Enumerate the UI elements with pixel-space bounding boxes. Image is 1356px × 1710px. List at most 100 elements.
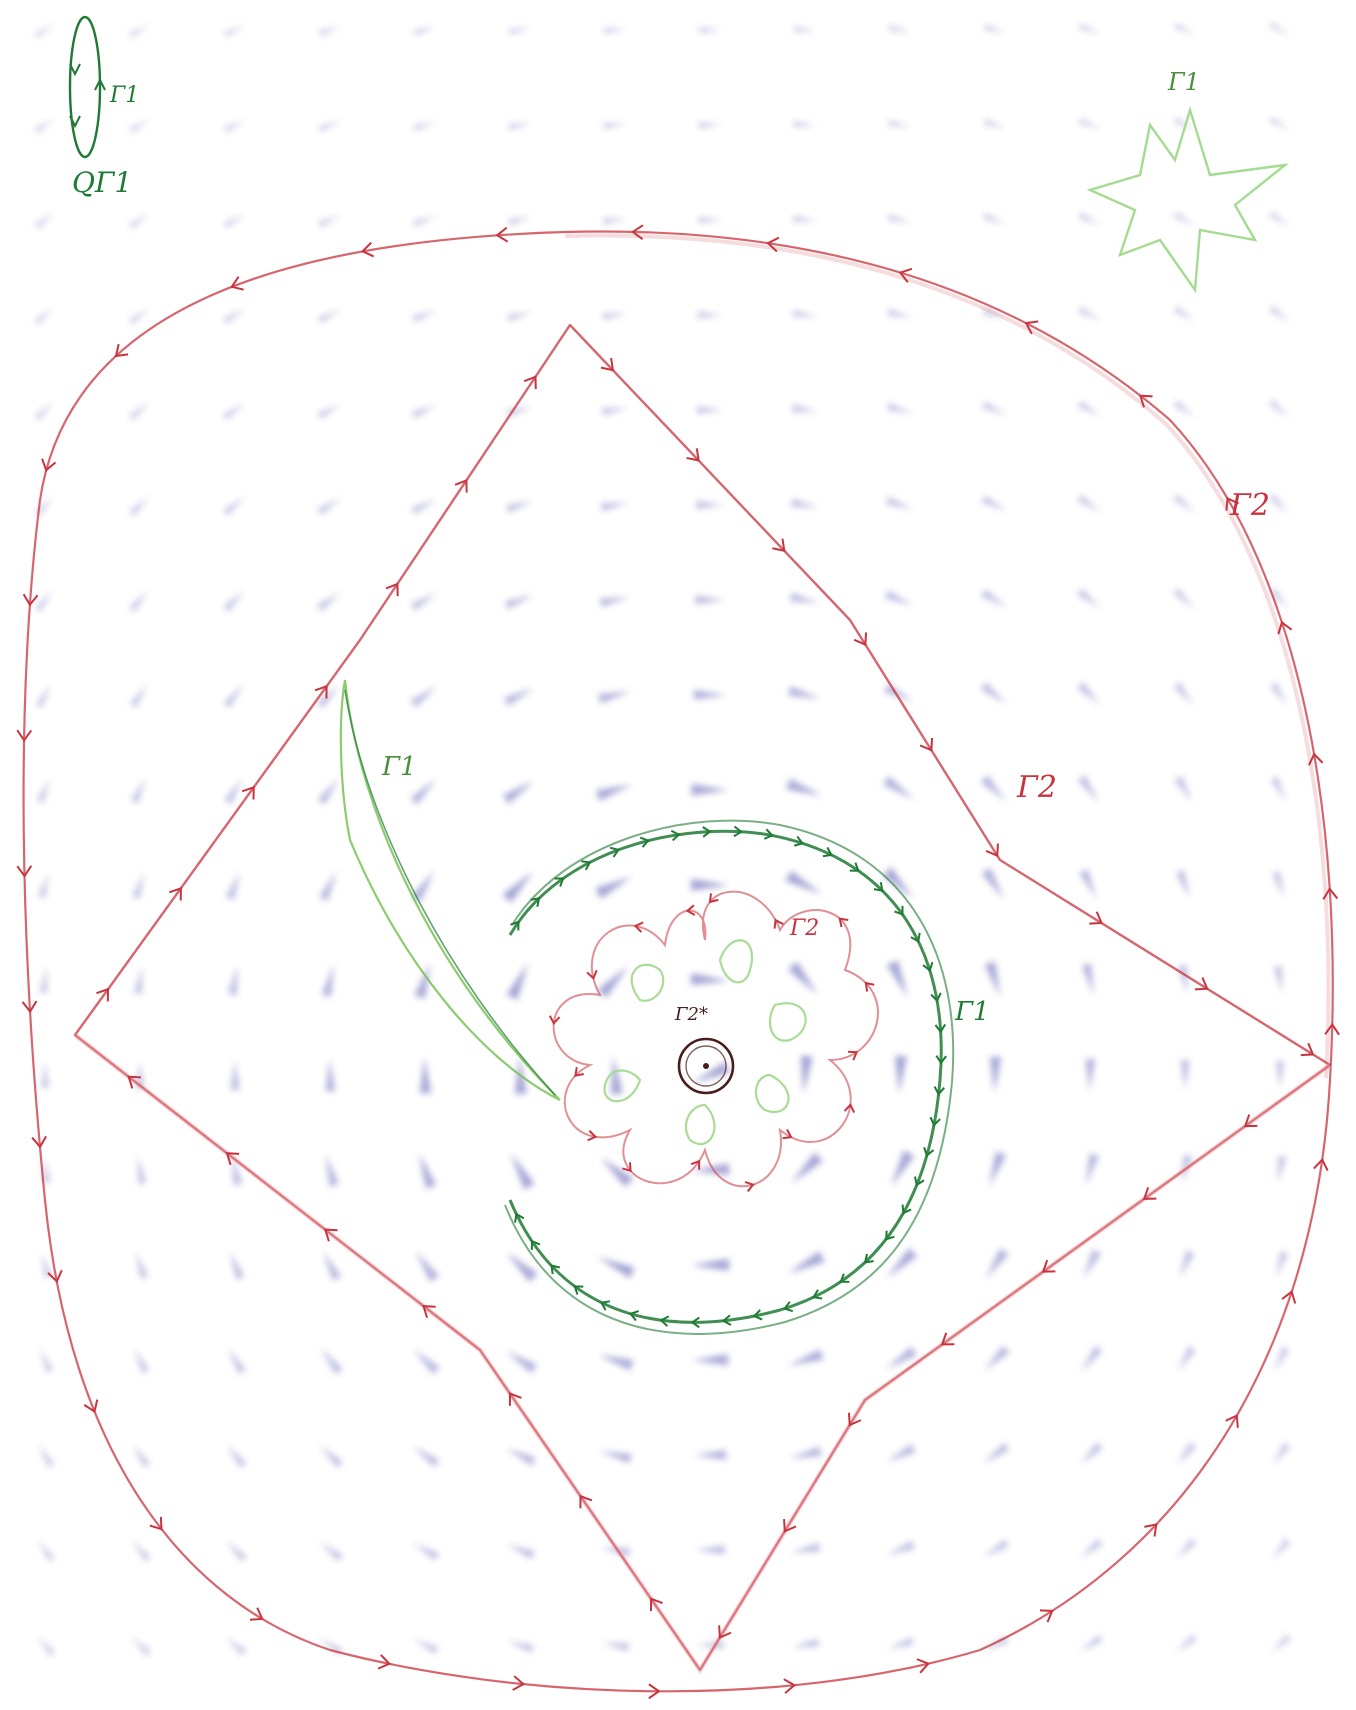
path-arrowhead <box>622 1162 632 1173</box>
field-glyph <box>1275 1251 1288 1278</box>
field-glyph <box>791 404 818 412</box>
center-gamma-label: Γ2* <box>674 1004 708 1025</box>
field-glyph <box>413 27 436 36</box>
path-arrowhead <box>885 1230 895 1241</box>
path-arrowhead <box>922 961 934 972</box>
field-glyph <box>37 1540 55 1562</box>
path-arrowhead <box>766 236 780 253</box>
field-glyph <box>1079 1538 1103 1559</box>
path-arrowhead <box>149 1516 163 1531</box>
field-glyph <box>41 1252 53 1279</box>
field-glyph <box>129 24 150 38</box>
field-glyph <box>225 871 241 900</box>
field-glyph <box>317 591 341 612</box>
path-arrowhead <box>690 1316 700 1329</box>
field-glyph <box>1272 1442 1291 1466</box>
path-arrowhead <box>923 1146 935 1158</box>
field-glyph <box>1173 682 1194 706</box>
field-glyph <box>800 1055 813 1094</box>
spiral-gamma-left-label: Γ1 <box>381 752 417 782</box>
field-glyph <box>318 215 341 228</box>
field-glyph <box>319 1541 343 1562</box>
field-glyph <box>129 402 149 421</box>
path-arrowhead <box>1322 887 1339 900</box>
field-glyph <box>696 500 724 509</box>
field-glyph <box>223 684 244 708</box>
field-glyph <box>1173 306 1195 322</box>
field-glyph <box>1271 1634 1291 1654</box>
path-arrowhead <box>512 1675 526 1691</box>
field-glyph <box>698 216 722 224</box>
field-glyph <box>226 1444 247 1468</box>
path-arrowhead <box>96 987 110 1002</box>
field-glyph <box>598 691 631 704</box>
path-arrowhead <box>863 1253 874 1264</box>
field-glyph <box>419 1056 432 1094</box>
diamond-gamma-label: Γ2 <box>1016 770 1057 805</box>
path-arrowhead <box>550 1264 561 1275</box>
path-arrowhead <box>508 1392 522 1406</box>
path-arrowhead <box>22 593 39 607</box>
field-glyph <box>1077 588 1101 609</box>
path-arrowhead <box>933 1086 946 1096</box>
path-arrowhead <box>702 826 712 838</box>
field-glyph <box>983 1442 1010 1464</box>
field-glyph <box>131 1636 151 1656</box>
field-glyph <box>227 1348 246 1374</box>
field-glyph <box>981 495 1007 511</box>
path-arrowhead <box>314 684 328 699</box>
field-glyph <box>36 684 51 708</box>
path-arrowhead <box>985 843 999 858</box>
field-glyph <box>1277 1156 1287 1184</box>
field-glyph <box>317 403 341 420</box>
path-arrowhead <box>1194 977 1209 991</box>
field-glyph <box>129 119 150 134</box>
path-arrowhead <box>530 897 541 907</box>
path-arrowhead <box>853 632 868 647</box>
field-glyph <box>697 406 723 414</box>
field-glyph <box>597 966 629 998</box>
field-glyph <box>502 780 535 804</box>
field-glyph <box>510 1153 535 1190</box>
field-glyph <box>320 1445 343 1468</box>
path-arrowhead <box>323 1228 338 1242</box>
field-glyph <box>136 1061 145 1089</box>
field-glyph <box>415 1251 439 1282</box>
field-glyph <box>502 871 534 903</box>
field-glyph <box>411 499 437 515</box>
field-glyph <box>1178 964 1188 995</box>
field-glyph <box>886 1247 918 1278</box>
field-glyph <box>601 1642 629 1651</box>
field-glyph <box>1176 1442 1197 1466</box>
path-arrowhead <box>843 1103 856 1113</box>
field-glyph <box>318 309 341 324</box>
field-glyph <box>888 119 911 128</box>
field-glyph <box>788 1349 824 1366</box>
path-arrowhead <box>579 1494 593 1509</box>
flower-path <box>552 890 879 1188</box>
path-arrowhead <box>793 835 805 847</box>
field-glyph <box>597 1257 635 1279</box>
path-arrowhead <box>1300 1042 1315 1057</box>
field-glyph <box>1078 306 1101 321</box>
path-arrowhead <box>940 1332 955 1346</box>
field-glyph <box>983 1345 1010 1371</box>
field-glyph <box>1085 1153 1099 1186</box>
field-glyph <box>1081 963 1094 996</box>
field-glyph <box>983 118 1006 129</box>
path-arrowhead <box>554 877 565 887</box>
field-glyph <box>1180 1060 1190 1090</box>
path-arrowhead <box>935 1055 947 1065</box>
path-arrowhead <box>1225 496 1239 511</box>
field-glyph <box>129 308 150 325</box>
field-glyph <box>229 1251 245 1280</box>
field-glyph <box>601 408 628 416</box>
path-arrowhead <box>898 267 913 283</box>
field-glyph <box>223 497 245 516</box>
field-glyph <box>325 1058 336 1092</box>
path-arrowhead <box>848 1050 859 1061</box>
field-glyph <box>1276 1061 1285 1089</box>
field-glyph <box>1269 116 1290 131</box>
field-glyph <box>1077 400 1101 417</box>
field-glyph <box>785 870 822 895</box>
